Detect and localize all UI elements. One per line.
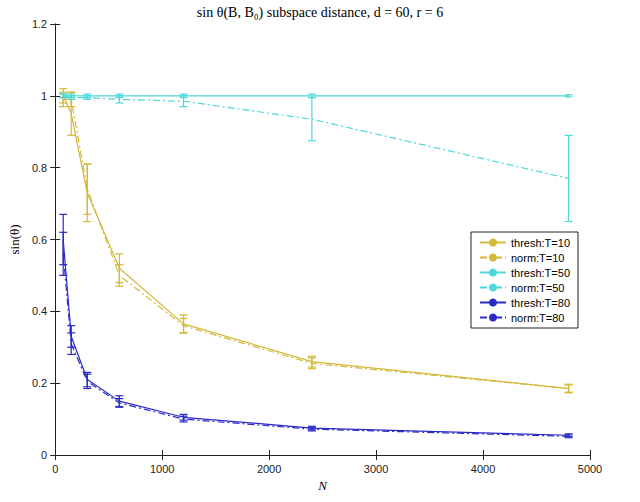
svg-text:0.2: 0.2	[32, 377, 47, 389]
svg-text:thresh:T=10: thresh:T=10	[511, 237, 570, 249]
svg-text:5000: 5000	[578, 463, 602, 475]
svg-text:0: 0	[52, 463, 58, 475]
svg-text:N: N	[317, 478, 328, 493]
svg-text:norm:T=50: norm:T=50	[511, 282, 564, 294]
svg-text:1000: 1000	[150, 463, 174, 475]
svg-text:thresh:T=80: thresh:T=80	[511, 297, 570, 309]
svg-text:4000: 4000	[471, 463, 495, 475]
svg-text:sin θ(B, B₀) subspace distance: sin θ(B, B₀) subspace distance, d = 60, …	[197, 5, 443, 21]
svg-text:0.8: 0.8	[32, 162, 47, 174]
svg-text:norm:T=80: norm:T=80	[511, 312, 564, 324]
svg-text:thresh:T=50: thresh:T=50	[511, 267, 570, 279]
svg-text:3000: 3000	[364, 463, 388, 475]
svg-text:1: 1	[41, 90, 47, 102]
svg-text:0.4: 0.4	[32, 305, 47, 317]
svg-text:0.6: 0.6	[32, 234, 47, 246]
svg-text:1.2: 1.2	[32, 18, 47, 30]
svg-text:2000: 2000	[257, 463, 281, 475]
svg-text:norm:T=10: norm:T=10	[511, 252, 564, 264]
svg-text:sin(θ): sin(θ)	[7, 224, 22, 254]
svg-text:0: 0	[41, 449, 47, 461]
